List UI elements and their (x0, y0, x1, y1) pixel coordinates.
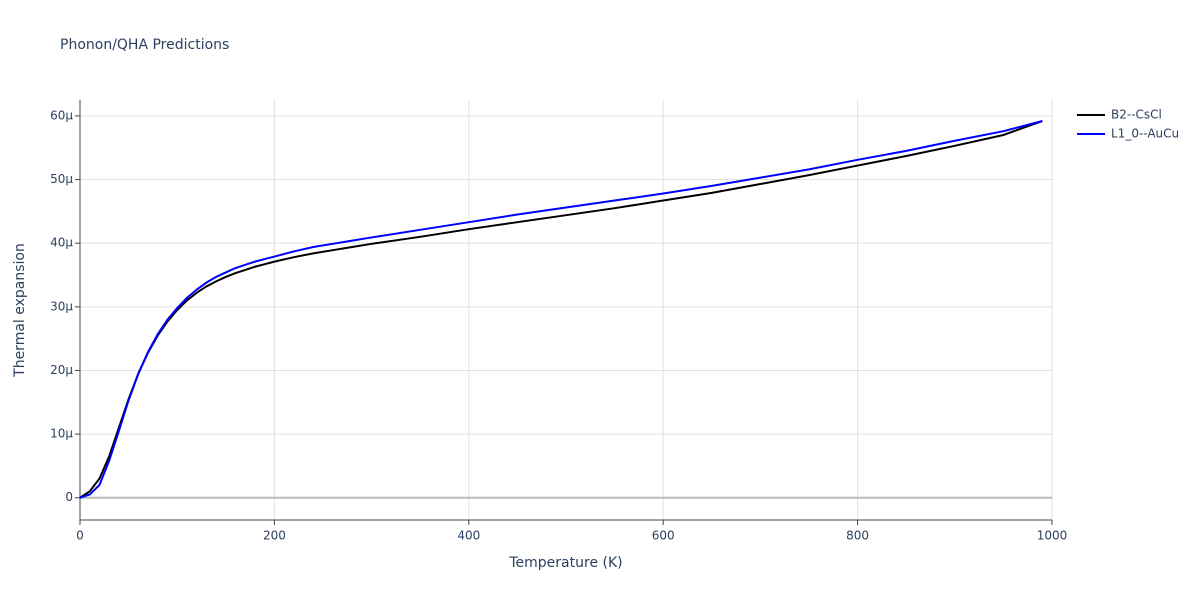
y-tick-label: 40µ (50, 236, 73, 250)
chart-title: Phonon/QHA Predictions (60, 37, 229, 53)
x-axis-title: Temperature (K) (508, 555, 622, 571)
x-tick-label: 1000 (1037, 529, 1068, 543)
legend-label: L1_0--AuCu (1111, 127, 1179, 141)
line-series (79, 120, 1043, 499)
y-tick-label: 20µ (50, 363, 73, 377)
y-tick-label: 30µ (50, 299, 73, 313)
x-tick-label: 200 (263, 529, 286, 543)
x-tick-label: 0 (76, 529, 84, 543)
x-tick-label: 600 (652, 529, 675, 543)
y-tick-label: 60µ (50, 108, 73, 122)
x-tick-label: 800 (846, 529, 869, 543)
legend-label: B2--CsCl (1111, 108, 1162, 122)
y-axis-title: Thermal expansion (12, 243, 28, 378)
y-tick-label: 0 (65, 490, 73, 504)
y-tick-label: 50µ (50, 172, 73, 186)
x-tick-label: 400 (457, 529, 480, 543)
y-tick-label: 10µ (50, 427, 73, 441)
line-series (79, 120, 1043, 499)
